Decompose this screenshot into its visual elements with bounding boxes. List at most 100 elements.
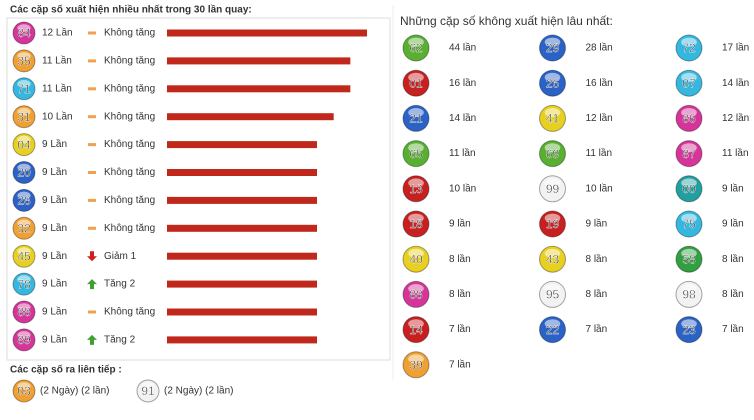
count-bar <box>167 224 317 232</box>
absence-label: 28 lần <box>586 42 613 54</box>
trend-label: Tăng 2 <box>104 335 136 346</box>
ball-shine <box>408 37 424 47</box>
trend-label: Không tăng <box>104 28 155 39</box>
trend-icon <box>88 115 96 119</box>
count-bar <box>167 29 367 37</box>
consecutive-label: (2 Ngày) (2 lần) <box>40 385 109 397</box>
ball-shine <box>408 319 424 329</box>
ball-number: 07 <box>682 76 696 90</box>
ball-shine <box>681 178 697 188</box>
trend-label: Giảm 1 <box>104 251 137 262</box>
trend-icon <box>88 226 96 230</box>
right-title: Những cặp số không xuất hiện lâu nhất: <box>400 14 613 28</box>
ball-number: 13 <box>409 182 423 196</box>
ball-shine <box>408 213 424 223</box>
ball-number: 00 <box>682 182 696 196</box>
ball-number: 72 <box>682 41 696 55</box>
ball-number: 75 <box>682 217 696 231</box>
trend-icon <box>87 279 97 290</box>
ball-shine <box>141 382 155 390</box>
ball-shine <box>544 178 561 188</box>
absence-label: 16 lần <box>586 77 613 89</box>
ball-shine <box>17 163 31 172</box>
trend-label: Không tăng <box>104 195 155 206</box>
count-bar <box>167 308 317 316</box>
ball-shine <box>681 319 697 329</box>
absence-label: 9 lần <box>722 182 744 194</box>
consecutive-label: (2 Ngày) (2 lần) <box>164 385 233 397</box>
ball-shine <box>681 72 697 82</box>
ball-number: 43 <box>546 252 560 266</box>
ball-number: 20 <box>17 166 31 180</box>
ball-number: 91 <box>141 384 155 398</box>
ball-shine <box>17 382 31 390</box>
ball-shine <box>17 24 31 32</box>
count-label: 11 Lần <box>42 55 72 67</box>
count-bar <box>167 57 351 65</box>
ball-shine <box>408 354 424 364</box>
ball-number: 86 <box>682 112 696 126</box>
ball-number: 87 <box>682 147 696 161</box>
ball-shine <box>681 213 697 223</box>
ball-number: 35 <box>17 54 31 68</box>
ball-shine <box>17 80 31 88</box>
absence-label: 14 lần <box>722 77 749 89</box>
trend-label: Không tăng <box>104 167 155 178</box>
absence-label: 8 lần <box>586 253 608 265</box>
count-bar <box>167 280 317 288</box>
ball-number: 03 <box>17 384 31 398</box>
absence-label: 12 lần <box>722 112 749 124</box>
ball-shine <box>544 72 561 82</box>
ball-number: 88 <box>17 305 31 319</box>
ball-shine <box>544 143 561 153</box>
ball-number: 40 <box>409 252 423 266</box>
ball-shine <box>17 247 31 256</box>
trend-icon <box>88 143 96 147</box>
count-bar <box>167 252 317 260</box>
ball-shine <box>681 37 697 47</box>
ball-shine <box>544 213 561 223</box>
ball-shine <box>17 303 31 311</box>
ball-shine <box>544 108 561 118</box>
absence-label: 17 lần <box>722 42 749 54</box>
ball-number: 69 <box>546 147 560 161</box>
ball-shine <box>408 178 424 188</box>
count-label: 10 Lần <box>42 110 73 122</box>
trend-label: Không tăng <box>104 83 155 94</box>
ball-shine <box>681 248 697 258</box>
count-label: 9 Lần <box>42 138 67 150</box>
ball-number: 39 <box>409 358 423 372</box>
ball-number: 95 <box>546 288 560 302</box>
trend-icon <box>88 31 96 35</box>
ball-number: 41 <box>546 112 560 126</box>
ball-shine <box>544 284 561 294</box>
trend-label: Tăng 2 <box>104 279 136 290</box>
absence-label: 44 lần <box>449 42 476 54</box>
ball-shine <box>681 143 697 153</box>
trend-icon <box>88 198 96 202</box>
ball-number: 71 <box>17 82 31 96</box>
ball-shine <box>408 72 424 82</box>
ball-number: 58 <box>682 252 696 266</box>
ball-number: 19 <box>546 217 560 231</box>
absence-label: 9 lần <box>722 218 744 230</box>
ball-number: 22 <box>546 323 560 337</box>
ball-number: 45 <box>17 249 31 263</box>
ball-shine <box>17 191 31 200</box>
count-bar <box>167 169 317 176</box>
trend-label: Không tăng <box>104 223 155 234</box>
consecutive-title: Các cặp số ra liên tiếp : <box>10 364 122 376</box>
trend-label: Không tăng <box>104 139 155 150</box>
ball-shine <box>544 248 561 258</box>
ball-number: 78 <box>17 277 31 291</box>
trend-icon <box>87 334 97 345</box>
ball-shine <box>17 331 31 339</box>
count-bar <box>167 141 317 149</box>
ball-shine <box>544 319 561 329</box>
ball-shine <box>408 248 424 258</box>
ball-number: 32 <box>17 221 31 235</box>
absence-label: 16 lần <box>449 77 476 89</box>
absence-label: 7 lần <box>449 323 471 335</box>
absence-label: 8 lần <box>586 288 608 300</box>
absence-label: 8 lần <box>722 253 744 265</box>
